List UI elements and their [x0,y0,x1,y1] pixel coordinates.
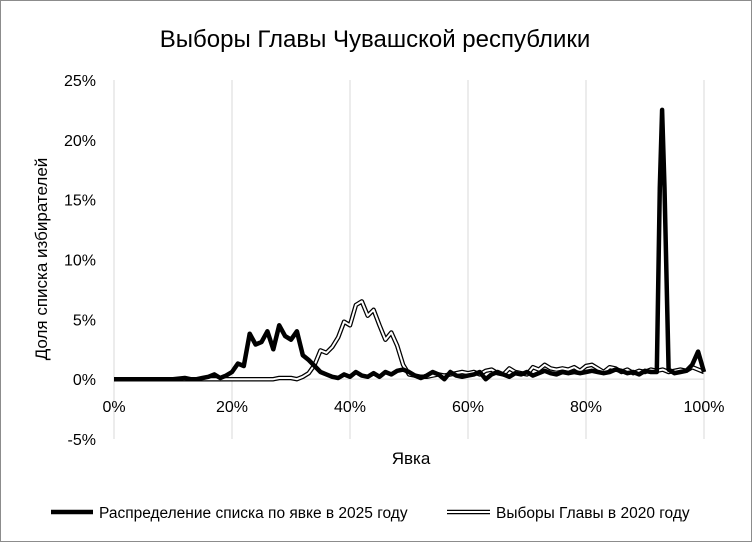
legend-label: Распределение списка по явке в 2025 году [99,505,408,522]
x-tick-label: 100% [684,399,725,416]
x-tick-label: 40% [334,399,366,416]
x-tick-label: 20% [216,399,248,416]
y-tick-label: 10% [64,253,96,270]
x-axis-ticks: 0% 20% 40% 60% 80% 100% [102,399,724,416]
y-tick-label: -5% [68,432,96,449]
legend-label: Выборы Главы в 2020 году [496,505,690,522]
y-tick-label: 15% [64,193,96,210]
series-layer [114,107,707,382]
y-axis-ticks: -5% 0% 5% 10% 15% 20% 25% [64,73,96,449]
series-0 [114,107,707,382]
y-tick-label: 25% [64,73,96,90]
legend: Распределение списка по явке в 2025 году… [51,505,690,522]
x-tick-label: 80% [570,399,602,416]
x-axis-label: Явка [392,449,431,468]
y-tick-label: 5% [73,312,96,329]
y-axis-label: Доля списка избирателей [32,158,51,361]
y-tick-label: 20% [64,133,96,150]
chart-title: Выборы Главы Чувашской республики [160,26,591,53]
x-tick-label: 60% [452,399,484,416]
y-tick-label: 0% [73,372,96,389]
series-line-2025 [114,107,707,382]
x-tick-label: 0% [102,399,125,416]
grid-lines [113,80,705,439]
